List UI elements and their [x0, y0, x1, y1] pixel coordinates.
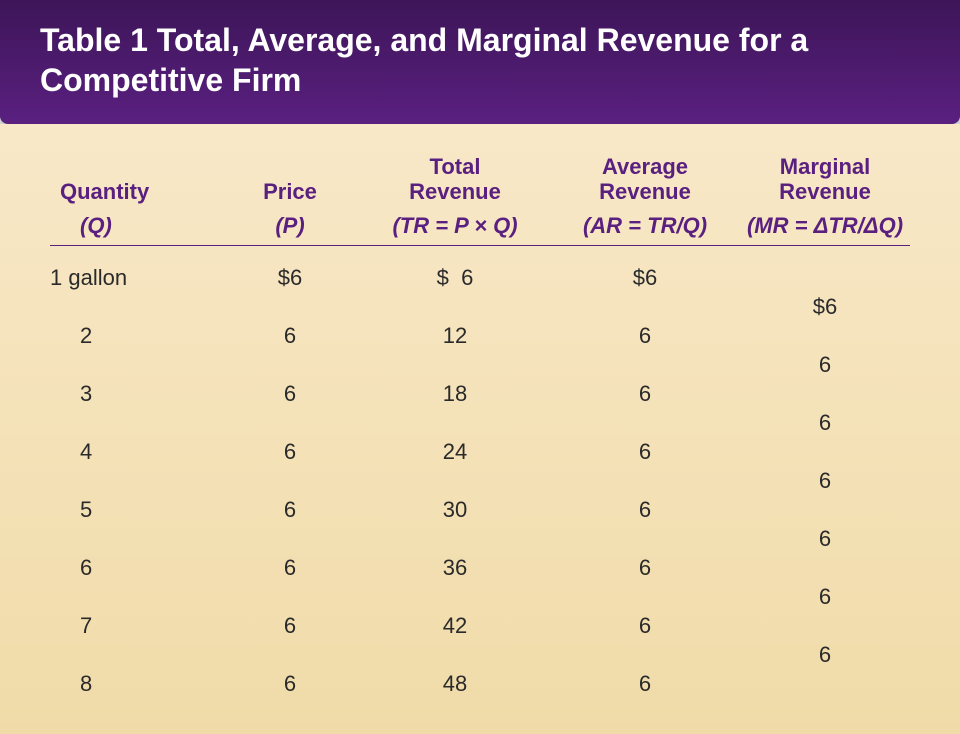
cell-total-revenue: 42 — [360, 613, 550, 639]
header-divider — [50, 245, 910, 246]
cell-average-revenue: 6 — [550, 381, 740, 407]
cell-marginal-revenue: 6 — [740, 468, 910, 494]
table-row: 86486 — [50, 670, 910, 699]
table-row: 56306 — [50, 496, 910, 525]
table-row: 76426 — [50, 612, 910, 641]
col-average-revenue-sub: (AR = TR/Q) — [550, 213, 740, 239]
cell-quantity: 6 — [50, 555, 220, 581]
cell-price: $6 — [220, 265, 360, 291]
col-average-revenue-label: Average Revenue — [550, 154, 740, 205]
cell-average-revenue: 6 — [550, 671, 740, 697]
cell-marginal-revenue: 6 — [740, 410, 910, 436]
table-row: 66366 — [50, 554, 910, 583]
col-price-label: Price — [220, 154, 360, 205]
table-row: 46246 — [50, 438, 910, 467]
table-row: 26126 — [50, 322, 910, 351]
cell-price: 6 — [220, 671, 360, 697]
table-mr-row: 6 — [50, 583, 910, 612]
cell-quantity: 2 — [50, 323, 220, 349]
cell-price: 6 — [220, 497, 360, 523]
cell-quantity: 7 — [50, 613, 220, 639]
cell-total-revenue: 12 — [360, 323, 550, 349]
cell-marginal-revenue: 6 — [740, 352, 910, 378]
col-quantity-label: Quantity — [50, 154, 220, 205]
cell-total-revenue: 36 — [360, 555, 550, 581]
cell-average-revenue: 6 — [550, 497, 740, 523]
cell-average-revenue: 6 — [550, 555, 740, 581]
col-marginal-revenue-sub: (MR = ΔTR/ΔQ) — [740, 213, 910, 239]
cell-marginal-revenue: 6 — [740, 526, 910, 552]
col-marginal-revenue-label: Marginal Revenue — [740, 154, 910, 205]
cell-marginal-revenue: $6 — [740, 294, 910, 320]
table-row: 1 gallon$6$ 6$6 — [50, 264, 910, 293]
title-header: Table 1 Total, Average, and Marginal Rev… — [0, 0, 960, 124]
cell-price: 6 — [220, 613, 360, 639]
cell-price: 6 — [220, 323, 360, 349]
cell-total-revenue: 18 — [360, 381, 550, 407]
table-mr-row: $6 — [50, 293, 910, 322]
table-mr-row: 6 — [50, 467, 910, 496]
cell-quantity: 5 — [50, 497, 220, 523]
cell-quantity: 3 — [50, 381, 220, 407]
table-row: 36186 — [50, 380, 910, 409]
cell-average-revenue: 6 — [550, 613, 740, 639]
cell-average-revenue: 6 — [550, 323, 740, 349]
cell-average-revenue: $6 — [550, 265, 740, 291]
table-body: 1 gallon$6$ 6$6$626126636186646246656306… — [50, 264, 910, 699]
col-total-revenue-label: Total Revenue — [360, 154, 550, 205]
cell-quantity: 4 — [50, 439, 220, 465]
table-mr-row: 6 — [50, 351, 910, 380]
column-headers-row2: (Q) (P) (TR = P × Q) (AR = TR/Q) (MR = Δ… — [50, 213, 910, 239]
title-line1: Table 1 Total, Average, and Marginal Rev… — [40, 20, 920, 60]
cell-price: 6 — [220, 381, 360, 407]
col-price-sub: (P) — [220, 213, 360, 239]
column-headers-row1: Quantity Price Total Revenue Average Rev… — [50, 154, 910, 205]
col-total-revenue-sub: (TR = P × Q) — [360, 213, 550, 239]
cell-total-revenue: 48 — [360, 671, 550, 697]
table-mr-row: 6 — [50, 641, 910, 670]
table-mr-row: 6 — [50, 409, 910, 438]
title-line2: Competitive Firm — [40, 60, 920, 100]
cell-total-revenue: 30 — [360, 497, 550, 523]
cell-price: 6 — [220, 555, 360, 581]
col-quantity-sub: (Q) — [50, 213, 220, 239]
cell-marginal-revenue: 6 — [740, 642, 910, 668]
cell-quantity: 1 gallon — [50, 265, 220, 291]
cell-price: 6 — [220, 439, 360, 465]
cell-total-revenue: 24 — [360, 439, 550, 465]
cell-quantity: 8 — [50, 671, 220, 697]
table-mr-row: 6 — [50, 525, 910, 554]
cell-marginal-revenue: 6 — [740, 584, 910, 610]
cell-average-revenue: 6 — [550, 439, 740, 465]
table-content: Quantity Price Total Revenue Average Rev… — [0, 124, 960, 734]
cell-total-revenue: $ 6 — [360, 265, 550, 291]
